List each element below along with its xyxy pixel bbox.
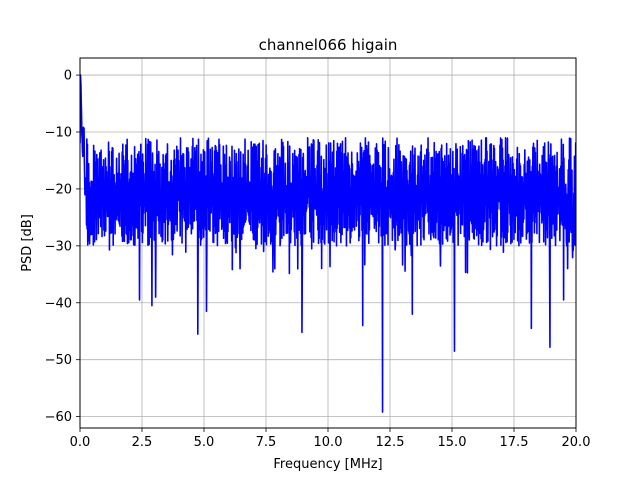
x-tick-label: 15.0 — [438, 435, 467, 450]
x-tick-label: 5.0 — [194, 435, 215, 450]
y-tick-label: −30 — [45, 239, 72, 254]
x-axis: 0.0 2.5 5.0 7.5 10.0 12.5 15.0 17.5 20.0 — [70, 428, 591, 450]
plot-area — [80, 74, 576, 413]
x-tick-label: 7.5 — [256, 435, 277, 450]
chart-title: channel066 higain — [259, 36, 398, 54]
x-tick-label: 2.5 — [132, 435, 153, 450]
y-tick-label: −50 — [45, 353, 72, 368]
x-axis-label: Frequency [MHz] — [273, 457, 382, 472]
y-tick-label: −20 — [45, 182, 72, 197]
y-tick-label: −60 — [45, 410, 72, 425]
x-tick-label: 20.0 — [562, 435, 591, 450]
x-tick-label: 0.0 — [70, 435, 91, 450]
y-tick-label: 0 — [64, 69, 72, 84]
x-tick-label: 12.5 — [376, 435, 405, 450]
y-axis-label: PSD [dB] — [20, 214, 35, 272]
y-axis: 0 −10 −20 −30 −40 −50 −60 — [45, 69, 80, 425]
x-tick-label: 10.0 — [314, 435, 343, 450]
y-tick-label: −40 — [45, 296, 72, 311]
series-line-psd — [80, 74, 576, 413]
x-tick-label: 17.5 — [500, 435, 529, 450]
y-tick-label: −10 — [45, 126, 72, 141]
